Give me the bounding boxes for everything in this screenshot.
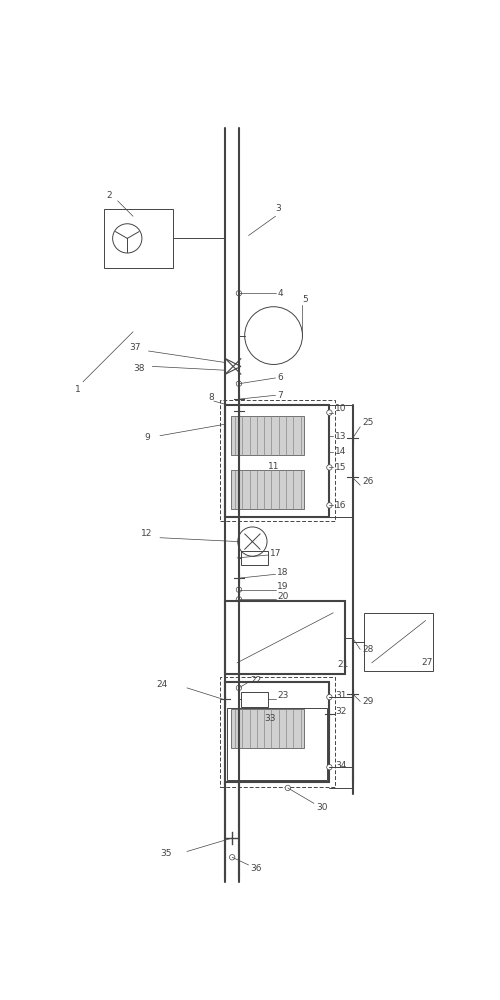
- Text: 21: 21: [337, 660, 348, 669]
- Bar: [220, 677, 335, 787]
- Text: 24: 24: [156, 680, 168, 689]
- Circle shape: [236, 685, 242, 691]
- Bar: [241, 692, 268, 707]
- Bar: [364, 613, 434, 671]
- Bar: [241, 551, 268, 565]
- Bar: [231, 416, 304, 455]
- Circle shape: [236, 587, 242, 592]
- Text: 4: 4: [278, 289, 283, 298]
- Circle shape: [230, 855, 235, 860]
- Text: 7: 7: [278, 391, 283, 400]
- Text: 12: 12: [141, 529, 152, 538]
- Text: 14: 14: [335, 447, 346, 456]
- Bar: [226, 405, 330, 517]
- Circle shape: [326, 764, 332, 770]
- Text: 22: 22: [250, 676, 262, 685]
- Text: 34: 34: [335, 761, 346, 770]
- Text: 15: 15: [335, 463, 346, 472]
- Bar: [226, 682, 330, 782]
- Text: 11: 11: [268, 462, 280, 471]
- Circle shape: [326, 410, 332, 415]
- Text: 27: 27: [422, 658, 433, 667]
- Bar: [231, 470, 304, 509]
- Text: 16: 16: [335, 501, 346, 510]
- Text: 28: 28: [362, 645, 374, 654]
- Text: 25: 25: [362, 418, 374, 427]
- Text: 2: 2: [106, 191, 112, 200]
- Circle shape: [326, 694, 332, 700]
- Text: 8: 8: [208, 393, 214, 402]
- Text: 32: 32: [335, 707, 346, 716]
- Circle shape: [326, 465, 332, 470]
- Text: 26: 26: [362, 477, 374, 486]
- Bar: [231, 709, 304, 748]
- Text: 10: 10: [335, 404, 346, 413]
- Text: 20: 20: [278, 592, 289, 601]
- Bar: [104, 209, 174, 268]
- Text: 30: 30: [316, 803, 328, 812]
- Text: 23: 23: [278, 691, 289, 700]
- Circle shape: [326, 503, 332, 508]
- Text: 3: 3: [276, 204, 281, 213]
- Bar: [228, 708, 328, 780]
- Text: 33: 33: [264, 714, 276, 723]
- Bar: [226, 601, 345, 674]
- Text: 5: 5: [302, 295, 308, 304]
- Circle shape: [236, 381, 242, 386]
- Text: 9: 9: [144, 433, 150, 442]
- Text: 19: 19: [278, 582, 289, 591]
- Text: 31: 31: [335, 691, 346, 700]
- Text: 17: 17: [270, 549, 281, 558]
- Text: 35: 35: [160, 849, 172, 858]
- Circle shape: [236, 291, 242, 296]
- Text: 36: 36: [250, 864, 262, 873]
- Text: 1: 1: [76, 385, 81, 394]
- Text: 13: 13: [335, 432, 346, 441]
- Text: 29: 29: [362, 697, 374, 706]
- Text: 18: 18: [278, 568, 289, 577]
- Text: 6: 6: [278, 373, 283, 382]
- Bar: [220, 400, 335, 521]
- Circle shape: [285, 785, 290, 791]
- Text: 38: 38: [133, 364, 144, 373]
- Text: 37: 37: [129, 343, 140, 352]
- Circle shape: [236, 597, 242, 602]
